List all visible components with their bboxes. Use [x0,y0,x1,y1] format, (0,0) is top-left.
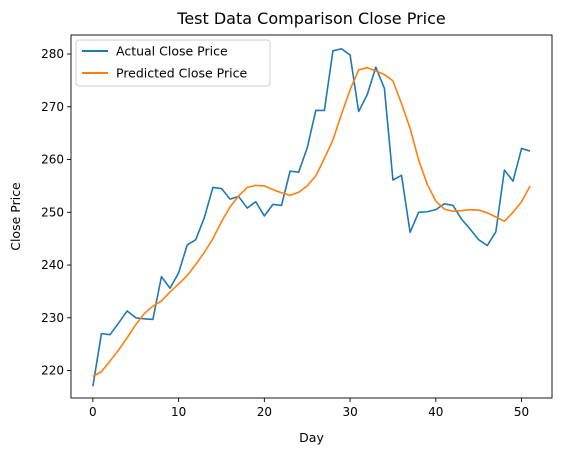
x-axis-ticks: 0 10 20 30 40 50 [89,398,529,419]
series-line-0 [92,47,531,387]
series-line-1 [92,66,531,378]
plot-frame [70,34,553,399]
legend: Actual Close Price Predicted Close Price [75,39,271,87]
y-axis-ticks: 220 230 240 250 260 270 280 [41,47,71,378]
y-tick-label: 250 [41,205,64,219]
y-tick-label: 240 [41,258,64,272]
x-tick-label: 0 [89,405,97,419]
y-axis-label: Close Price [8,182,23,251]
legend-label-actual: Actual Close Price [116,44,228,59]
chart-title: Test Data Comparison Close Price [176,9,445,28]
y-tick-label: 260 [41,153,64,167]
x-tick-label: 50 [514,405,529,419]
x-tick-label: 20 [257,405,272,419]
x-tick-label: 10 [171,405,186,419]
x-tick-label: 40 [428,405,443,419]
plot-lines [92,47,531,387]
x-tick-label: 30 [342,405,357,419]
y-tick-label: 280 [41,47,64,61]
legend-box [75,39,271,87]
y-tick-label: 230 [41,311,64,325]
x-axis-label: Day [299,430,324,445]
legend-label-predicted: Predicted Close Price [116,66,247,81]
y-tick-label: 270 [41,100,64,114]
y-tick-label: 220 [41,364,64,378]
